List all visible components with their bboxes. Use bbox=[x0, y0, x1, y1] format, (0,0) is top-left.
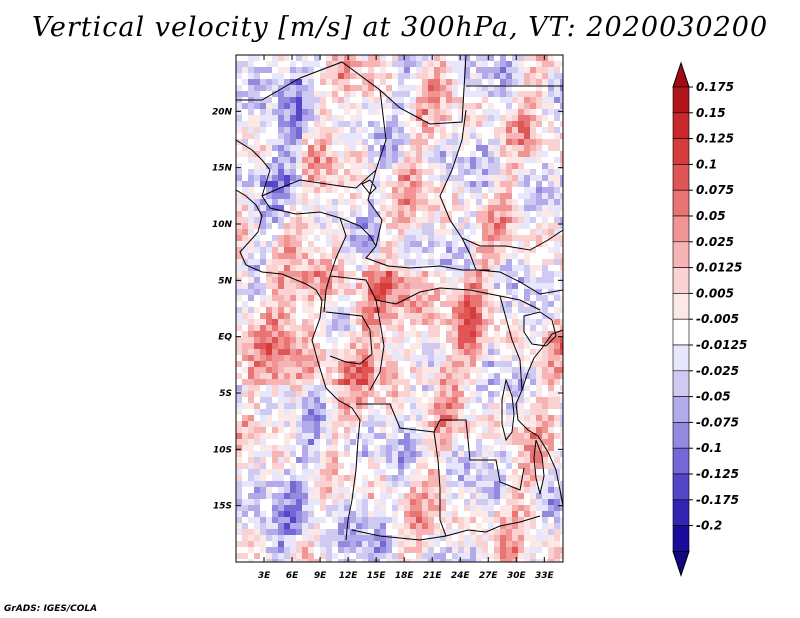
colorbar-box bbox=[672, 318, 690, 346]
border-chad-sudan bbox=[439, 109, 477, 271]
lake-tanganyika bbox=[501, 378, 515, 442]
lat-label: 20N bbox=[212, 107, 233, 117]
lake-chad bbox=[361, 179, 377, 195]
colorbar-box bbox=[672, 267, 690, 294]
colorbar-box bbox=[672, 112, 690, 139]
lon-label: 3E bbox=[258, 571, 271, 581]
lake-victoria bbox=[523, 311, 557, 347]
colorbar-box bbox=[672, 344, 690, 372]
colorbar-box bbox=[672, 86, 690, 114]
border-cameroon bbox=[323, 217, 347, 313]
colorbar-label: 0.075 bbox=[696, 183, 734, 197]
colorbar-label: -0.1 bbox=[696, 441, 722, 455]
lat-label: EQ bbox=[218, 333, 232, 343]
colorbar-bottom-arrow bbox=[672, 550, 690, 577]
country-borders bbox=[236, 55, 563, 541]
colorbar-label: 0.005 bbox=[696, 286, 734, 300]
lake-malawi bbox=[533, 439, 545, 495]
colorbar-label: 0.125 bbox=[696, 132, 734, 146]
border-drc-angola bbox=[356, 403, 525, 491]
colorbar-label: -0.125 bbox=[696, 467, 739, 481]
border-sudan-east bbox=[461, 229, 563, 251]
map-axes: 20N 15N 10N 5N EQ 5S 10S 15S 3E 6E 9E 12E 15E 18E 21E 2… bbox=[212, 55, 563, 581]
colorbar-label: -0.175 bbox=[696, 493, 739, 507]
colorbar-label: -0.075 bbox=[696, 415, 739, 429]
lat-label: 15S bbox=[213, 502, 232, 512]
border-congo-drc bbox=[369, 299, 385, 391]
border-chad-car bbox=[365, 169, 490, 271]
colorbar-label: -0.2 bbox=[696, 519, 722, 533]
colorbar-label: -0.005 bbox=[696, 312, 739, 326]
colorbar-label: 0.1 bbox=[696, 157, 717, 171]
colorbar-box bbox=[672, 447, 690, 475]
lon-label: 33E bbox=[535, 571, 555, 581]
border-nigeria bbox=[261, 195, 377, 247]
colorbar-label: 0.15 bbox=[696, 106, 726, 120]
border-angola-zambia bbox=[433, 431, 541, 537]
border-east-africa bbox=[499, 295, 523, 391]
colorbar-box bbox=[672, 138, 690, 165]
coastline-east bbox=[515, 329, 563, 507]
lon-label: 30E bbox=[507, 571, 527, 581]
lon-label: 9E bbox=[314, 571, 327, 581]
map-frame bbox=[235, 54, 564, 563]
colorbar-label: -0.025 bbox=[696, 364, 739, 378]
border-sahara-2 bbox=[261, 89, 387, 197]
border-gabon bbox=[325, 311, 373, 365]
velocity-field bbox=[236, 55, 563, 562]
lon-label: 21E bbox=[423, 571, 443, 581]
colorbar-box bbox=[672, 241, 690, 268]
grads-credit: GrADS: IGES/COLA bbox=[4, 604, 98, 614]
colorbar-box bbox=[672, 422, 690, 449]
colorbar-box bbox=[672, 396, 690, 423]
border-south-sudan bbox=[475, 269, 563, 295]
border-namibia bbox=[351, 529, 447, 541]
lat-label: 10N bbox=[212, 220, 233, 230]
colorbar-label: 0.175 bbox=[696, 80, 734, 94]
lon-label: 27E bbox=[479, 571, 499, 581]
coastline-west bbox=[236, 189, 361, 541]
chart-title: Vertical velocity [m/s] at 300hPa, VT: 2… bbox=[31, 12, 769, 43]
lon-label: 24E bbox=[451, 571, 471, 581]
lon-label: 6E bbox=[286, 571, 299, 581]
colorbar-label: 0.05 bbox=[696, 209, 726, 223]
colorbar-box bbox=[672, 525, 690, 552]
colorbar-label: -0.0125 bbox=[696, 338, 747, 352]
colorbar: 0.175 0.15 0.125 0.1 0.075 0.05 0.025 0.0125 0.0… bbox=[672, 61, 747, 577]
colorbar-box bbox=[672, 189, 690, 217]
lat-label: 15N bbox=[212, 164, 233, 174]
lon-label: 15E bbox=[367, 571, 387, 581]
colorbar-box bbox=[672, 370, 690, 397]
colorbar-label: 0.025 bbox=[696, 235, 734, 249]
lat-label: 10S bbox=[213, 445, 232, 455]
colorbar-box bbox=[672, 473, 690, 501]
colorbar-label: 0.0125 bbox=[696, 261, 742, 275]
lat-label: 5S bbox=[219, 389, 232, 399]
lon-label: 12E bbox=[339, 571, 359, 581]
lat-label: 5N bbox=[218, 276, 232, 286]
border-car-congo bbox=[329, 275, 541, 311]
lon-label: 18E bbox=[395, 571, 415, 581]
colorbar-top-arrow bbox=[672, 61, 690, 88]
colorbar-box bbox=[672, 499, 690, 526]
border-niger-north bbox=[236, 139, 271, 197]
colorbar-box bbox=[672, 164, 690, 191]
colorbar-box bbox=[672, 215, 690, 243]
colorbar-box bbox=[672, 293, 690, 320]
colorbar-label: -0.05 bbox=[696, 390, 731, 404]
